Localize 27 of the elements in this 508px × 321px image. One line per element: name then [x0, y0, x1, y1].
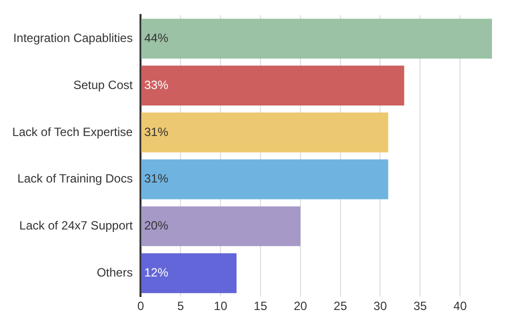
x-tick-label: 15 — [254, 299, 268, 314]
y-tick-label: Lack of 24x7 Support — [19, 218, 134, 233]
y-tick-label: Lack of Tech Expertise — [12, 124, 134, 139]
y-tick-label: Setup Cost — [73, 78, 134, 92]
data-label: 31% — [144, 124, 169, 139]
x-tick-label: 25 — [334, 299, 348, 314]
x-tick-label: 30 — [374, 299, 388, 314]
data-label: 31% — [144, 172, 169, 186]
data-label: 12% — [144, 265, 169, 280]
y-tick-label: Integration Capablities — [13, 30, 133, 45]
y-tick-label: Others — [96, 265, 133, 280]
bar — [141, 253, 237, 294]
bar — [141, 112, 388, 152]
bar — [141, 206, 300, 246]
x-tick-label: 5 — [177, 299, 184, 314]
data-label: 33% — [144, 78, 169, 92]
data-label: 44% — [144, 30, 169, 45]
bar — [141, 66, 404, 106]
bar — [141, 159, 388, 200]
x-tick-label: 40 — [453, 299, 468, 314]
data-label: 20% — [144, 218, 169, 233]
x-tick-label: 35 — [413, 299, 428, 314]
x-tick-label: 20 — [294, 299, 308, 314]
x-tick-label: 0 — [137, 299, 144, 314]
y-tick-label: Lack of Training Docs — [17, 172, 133, 186]
x-tick-label: 10 — [214, 299, 228, 314]
bar — [141, 18, 492, 59]
